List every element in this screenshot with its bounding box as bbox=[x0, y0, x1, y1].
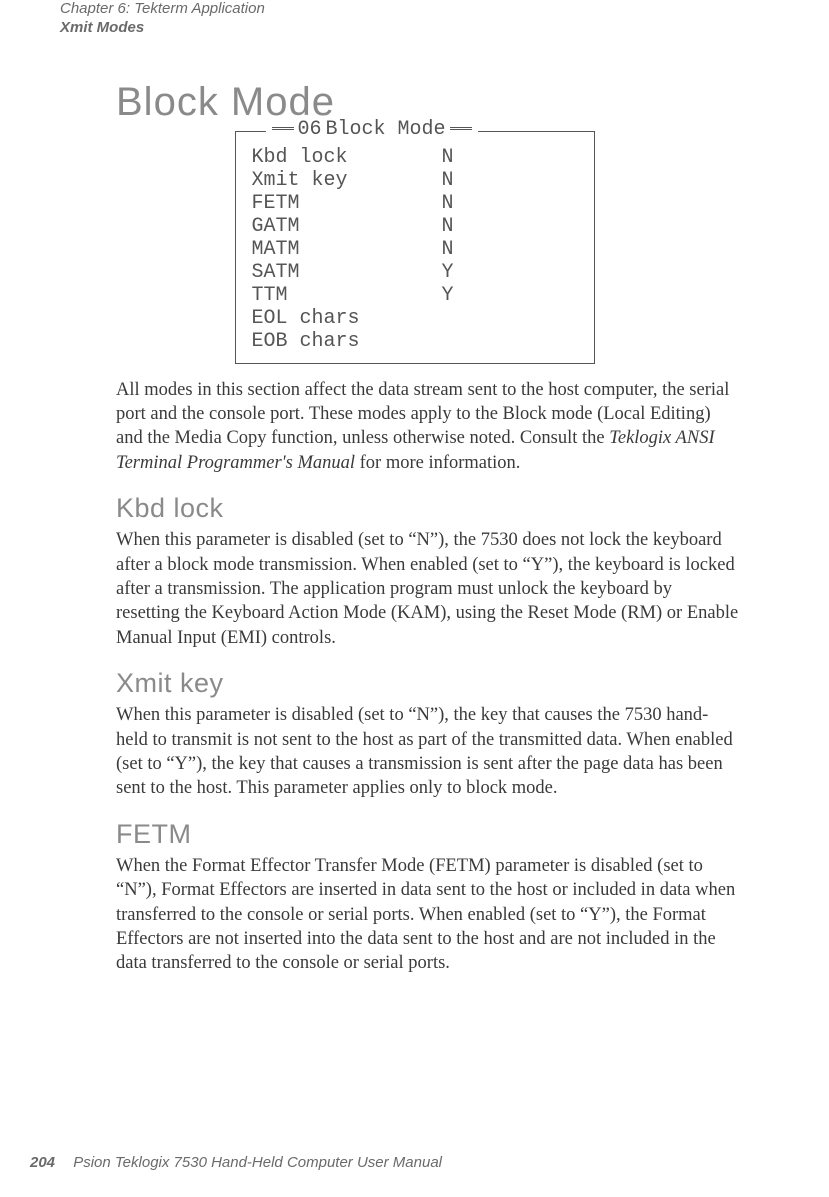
config-row-value: N bbox=[442, 169, 462, 192]
config-row-label: EOL chars bbox=[252, 307, 442, 330]
title-left-rule bbox=[272, 127, 294, 130]
config-box-block-mode: 06 Block Mode Kbd lockNXmit keyNFETMNGAT… bbox=[235, 131, 595, 364]
config-row-value: N bbox=[442, 146, 462, 169]
chapter-header: Chapter 6: Tekterm Application Xmit Mode… bbox=[60, 0, 769, 38]
subsection-kbd-lock-text: When this parameter is disabled (set to … bbox=[116, 528, 739, 650]
config-box-name: Block Mode bbox=[326, 118, 446, 141]
config-row-value: N bbox=[442, 215, 462, 238]
intro-b: for more information. bbox=[355, 453, 520, 473]
page-footer: 204 Psion Teklogix 7530 Hand-Held Comput… bbox=[30, 1154, 442, 1171]
config-row-value: N bbox=[442, 192, 462, 215]
config-row: SATMY bbox=[252, 261, 578, 284]
config-row-label: Xmit key bbox=[252, 169, 442, 192]
config-row-label: EOB chars bbox=[252, 330, 442, 353]
config-row: FETMN bbox=[252, 192, 578, 215]
config-row-label: SATM bbox=[252, 261, 442, 284]
page-number: 204 bbox=[30, 1154, 55, 1171]
config-row-value bbox=[442, 330, 462, 353]
config-row: EOL chars bbox=[252, 307, 578, 330]
section-line: Xmit Modes bbox=[60, 19, 769, 38]
config-row-label: MATM bbox=[252, 238, 442, 261]
config-row: Kbd lockN bbox=[252, 146, 578, 169]
config-row-value bbox=[442, 307, 462, 330]
subsection-fetm-title: FETM bbox=[116, 819, 769, 850]
config-row: Xmit keyN bbox=[252, 169, 578, 192]
config-row-value: Y bbox=[442, 284, 462, 307]
config-row-label: FETM bbox=[252, 192, 442, 215]
config-row-value: Y bbox=[442, 261, 462, 284]
title-right-rule bbox=[450, 127, 472, 130]
subsection-xmit-key-title: Xmit key bbox=[116, 668, 769, 699]
config-row: TTMY bbox=[252, 284, 578, 307]
config-row-label: GATM bbox=[252, 215, 442, 238]
chapter-line: Chapter 6: Tekterm Application bbox=[60, 0, 769, 19]
config-row: EOB chars bbox=[252, 330, 578, 353]
subsection-xmit-key-text: When this parameter is disabled (set to … bbox=[116, 703, 739, 801]
subsection-fetm-text: When the Format Effector Transfer Mode (… bbox=[116, 854, 739, 976]
manual-title: Psion Teklogix 7530 Hand-Held Computer U… bbox=[73, 1154, 442, 1171]
config-row-label: TTM bbox=[252, 284, 442, 307]
config-row: GATMN bbox=[252, 215, 578, 238]
intro-paragraph: All modes in this section affect the dat… bbox=[116, 378, 739, 476]
config-box-title: 06 Block Mode bbox=[266, 118, 478, 141]
config-box-num: 06 bbox=[298, 118, 322, 141]
config-row-label: Kbd lock bbox=[252, 146, 442, 169]
subsection-kbd-lock-title: Kbd lock bbox=[116, 493, 769, 524]
config-row: MATMN bbox=[252, 238, 578, 261]
config-row-value: N bbox=[442, 238, 462, 261]
